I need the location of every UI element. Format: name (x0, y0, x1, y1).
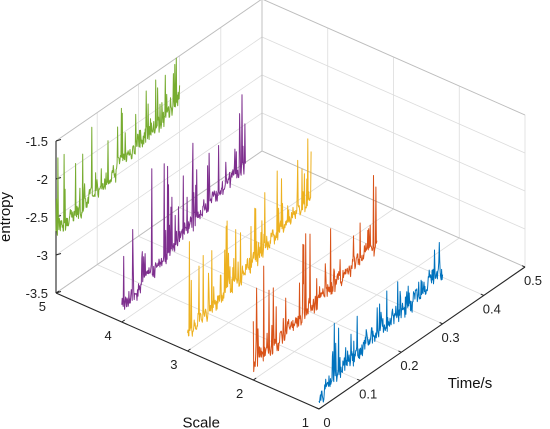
z-tick-label: -2 (36, 172, 48, 187)
x-tick-label: 0 (323, 415, 330, 429)
z-tick-mark (55, 291, 62, 294)
x-axis-line (318, 266, 526, 410)
z-tick-label: -3.5 (26, 286, 48, 301)
box-edge (263, 0, 526, 116)
y-axis-label: Scale (182, 415, 220, 429)
y-tick-mark (121, 319, 126, 323)
x-tick-mark (398, 350, 402, 353)
box-edge (55, 0, 262, 142)
y-tick-mark (252, 377, 257, 381)
series-line-scale-1 (318, 242, 444, 403)
axis-lines (55, 0, 526, 410)
x-tick-mark (439, 322, 443, 325)
grid-line (253, 237, 460, 381)
axis-panes (56, 0, 525, 409)
y-tick-label: 5 (39, 299, 46, 314)
z-tick-label: -3 (36, 248, 48, 263)
x-tick-label: 0.1 (359, 387, 377, 402)
y-tick-label: 3 (170, 357, 177, 372)
z-tick-mark (55, 139, 62, 142)
x-axis-label: Time/s (448, 375, 492, 392)
series-line-scale-5 (55, 57, 181, 236)
y-tick-mark (187, 348, 191, 352)
x-tick-mark (357, 378, 361, 382)
x-tick-label: 0.2 (400, 358, 418, 373)
series-line-scale-4 (121, 94, 246, 310)
grid-line (261, 74, 526, 192)
grid-line (261, 112, 526, 230)
x-tick-mark (521, 265, 526, 268)
series-line-scale-3 (187, 138, 312, 337)
y-tick-label: 2 (236, 386, 243, 401)
y-tick-label: 1 (302, 415, 309, 429)
x-tick-label: 0.3 (442, 330, 460, 345)
grid-line (55, 112, 263, 256)
z-tick-label: -2.5 (26, 210, 48, 225)
x-tick-label: 0.4 (483, 301, 501, 316)
z-axis-label: entropy (0, 191, 14, 242)
x-tick-label: 0.5 (524, 273, 542, 288)
grid-line (187, 208, 394, 352)
y-tick-mark (318, 406, 323, 410)
z-tick-mark (55, 253, 62, 256)
box-edge (55, 150, 263, 294)
tick-labels: 0 0.1 0.2 0.3 0.4 0.5 1 2 3 4 5-3.5 -3 -2.5 -2 -1.5 (26, 134, 542, 429)
series-line-scale-2 (252, 175, 378, 373)
grid-line (261, 36, 526, 154)
box-edge (261, 150, 526, 268)
z-tick-label: -1.5 (26, 134, 48, 149)
grid-line (55, 36, 263, 180)
x-tick-mark (315, 407, 320, 410)
series-group (55, 57, 444, 403)
x-tick-mark (480, 293, 484, 296)
y-tick-label: 4 (105, 328, 112, 343)
